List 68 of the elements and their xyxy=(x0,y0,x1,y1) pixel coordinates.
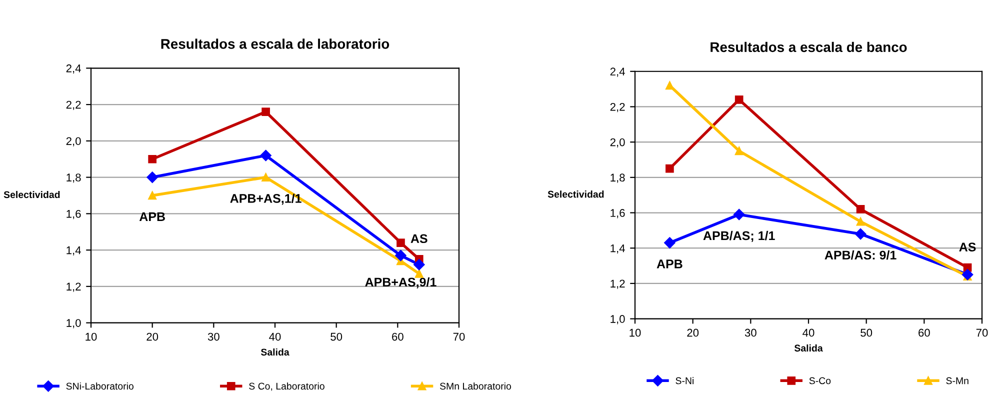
x-tick-label: 20 xyxy=(687,328,699,337)
x-tick-label: 10 xyxy=(630,328,641,337)
point xyxy=(666,81,674,90)
y-tick-label: 1,6 xyxy=(66,210,81,220)
y-tick-label: 1,8 xyxy=(66,174,81,183)
point xyxy=(146,172,158,183)
x-tick-label: 40 xyxy=(269,332,281,341)
annotation: APB xyxy=(656,260,682,268)
annotation: AS xyxy=(959,242,976,252)
point xyxy=(666,164,674,173)
chart-title: Resultados a escala de banco xyxy=(710,42,907,52)
x-tick-label: 30 xyxy=(208,332,220,341)
point xyxy=(395,250,406,262)
y-tick-label: 1,0 xyxy=(610,315,625,324)
x-tick-label: 60 xyxy=(918,328,930,337)
legend-label: S-Co xyxy=(809,377,831,384)
annotation: APB/AS: 9/1 xyxy=(824,250,896,260)
annotation: APB/AS; 1/1 xyxy=(703,230,775,242)
point xyxy=(854,228,866,240)
point xyxy=(734,146,744,156)
point xyxy=(396,238,405,247)
y-tick-label: 1,0 xyxy=(66,319,81,328)
y-tick-label: 2,0 xyxy=(66,137,81,146)
legend-label: SMn Laboratorio xyxy=(440,382,512,390)
x-tick-label: 20 xyxy=(146,332,158,341)
legend-label: S-Mn xyxy=(946,377,968,384)
x-tick-label: 40 xyxy=(802,328,814,337)
y-axis-title: Selectividad xyxy=(548,190,604,198)
point xyxy=(733,208,745,220)
x-tick-label: 70 xyxy=(976,328,988,337)
y-tick-label: 1,4 xyxy=(66,246,81,256)
y-tick-label: 1,6 xyxy=(610,209,625,218)
annotation: APB+AS,1/1 xyxy=(230,194,302,205)
y-tick-label: 2,2 xyxy=(610,102,625,112)
x-tick-label: 60 xyxy=(392,332,404,341)
annotation: APB xyxy=(139,212,165,221)
legend-label: SNi-Laboratorio xyxy=(66,382,134,390)
point xyxy=(414,258,425,270)
legend-label: S-Ni xyxy=(676,377,694,384)
y-tick-label: 1,4 xyxy=(610,244,625,254)
chart-title: Resultados a escala de laboratorio xyxy=(161,38,390,49)
point xyxy=(856,217,865,226)
x-tick-label: 50 xyxy=(860,328,872,337)
annotation: APB+AS,9/1 xyxy=(365,277,436,288)
x-tick-label: 50 xyxy=(330,332,342,341)
point xyxy=(148,154,156,164)
point xyxy=(148,191,156,200)
x-tick-label: 30 xyxy=(744,328,756,337)
y-tick-label: 1,2 xyxy=(66,282,81,292)
x-tick-label: 70 xyxy=(453,332,465,341)
annotation: AS xyxy=(410,234,428,244)
y-tick-label: 2,2 xyxy=(66,100,81,110)
legend-label: S Co, Laboratorio xyxy=(249,382,324,391)
y-tick-label: 1,8 xyxy=(610,174,625,183)
x-axis-title: Salida xyxy=(260,348,290,356)
point xyxy=(734,95,744,104)
x-tick-label: 10 xyxy=(86,332,97,341)
point xyxy=(260,150,272,162)
y-tick-label: 2,0 xyxy=(610,138,625,148)
point xyxy=(262,108,270,116)
y-tick-label: 1,2 xyxy=(610,280,625,289)
y-axis-title: Selectividad xyxy=(4,190,60,198)
y-tick-label: 2,4 xyxy=(66,64,81,74)
y-tick-label: 2,4 xyxy=(610,68,625,77)
point xyxy=(262,173,270,182)
x-axis-title: Salida xyxy=(794,344,823,352)
point xyxy=(856,205,865,214)
point xyxy=(664,237,676,248)
